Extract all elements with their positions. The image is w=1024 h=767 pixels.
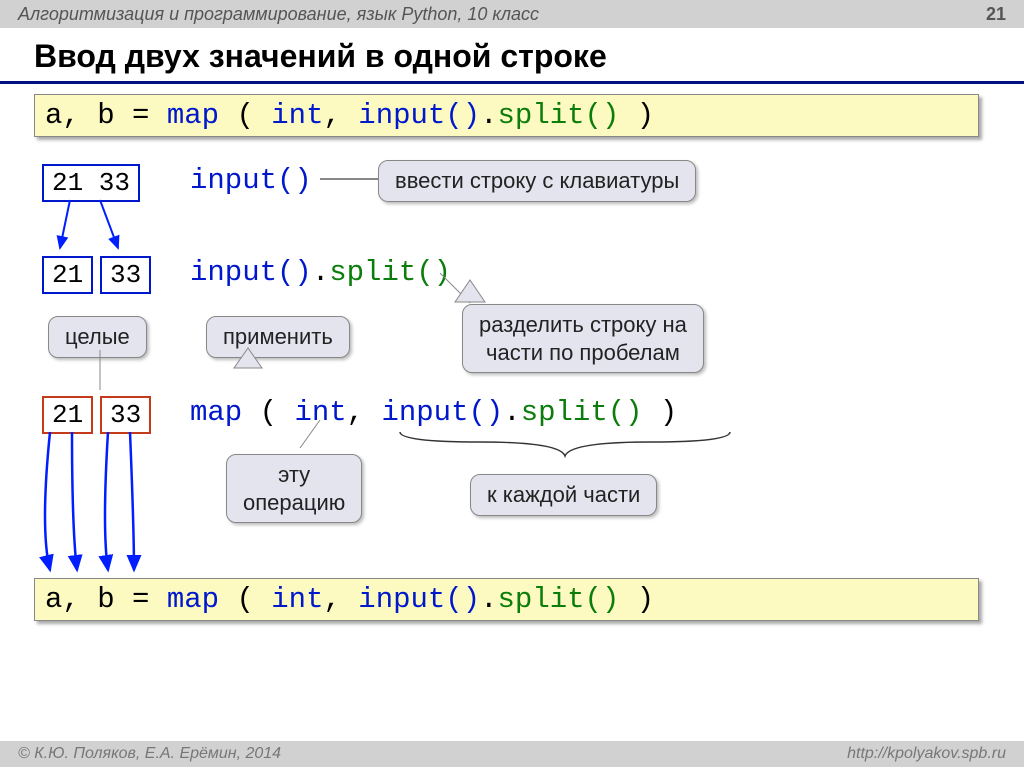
callout-split-note: разделить строку на части по пробелам bbox=[462, 304, 704, 373]
content-area: a, b = map ( int, input().split() ) 21 3… bbox=[0, 84, 1024, 744]
code-text: a, b = bbox=[45, 99, 167, 132]
code-text: ( bbox=[219, 583, 271, 616]
callout-text: эту операцию bbox=[243, 462, 345, 515]
kw-map: map bbox=[190, 396, 242, 429]
callout-int: целые bbox=[48, 316, 147, 358]
code-text: . bbox=[312, 256, 329, 289]
code-row1: input() bbox=[190, 164, 312, 197]
page-title: Ввод двух значений в одной строке bbox=[0, 28, 1024, 84]
kw-split: split() bbox=[498, 583, 620, 616]
kw-int: int bbox=[271, 583, 323, 616]
footer-bar: © К.Ю. Поляков, Е.А. Ерёмин, 2014 http:/… bbox=[0, 741, 1024, 767]
code-text: ) bbox=[643, 396, 678, 429]
kw-input: input() bbox=[358, 99, 480, 132]
page-number: 21 bbox=[986, 4, 1006, 25]
code-text: ) bbox=[619, 583, 654, 616]
kw-split: split() bbox=[329, 256, 451, 289]
kw-split: split() bbox=[521, 396, 643, 429]
code-text: ( bbox=[242, 396, 294, 429]
kw-input: input() bbox=[358, 583, 480, 616]
code-text: , bbox=[323, 99, 358, 132]
kw-int: int bbox=[271, 99, 323, 132]
code-text: , bbox=[347, 396, 382, 429]
value-box-input: 21 33 bbox=[42, 164, 140, 202]
footer-author: © К.Ю. Поляков, Е.А. Ерёмин, 2014 bbox=[18, 745, 281, 763]
callout-input-note: ввести строку с клавиатуры bbox=[378, 160, 696, 202]
callout-operation: эту операцию bbox=[226, 454, 362, 523]
code-text: . bbox=[480, 583, 497, 616]
code-text: ( bbox=[219, 99, 271, 132]
callout-apply: применить bbox=[206, 316, 350, 358]
kw-int: int bbox=[294, 396, 346, 429]
header-bar: Алгоритмизация и программирование, язык … bbox=[0, 0, 1024, 28]
value-box-33-red: 33 bbox=[100, 396, 151, 434]
kw-map: map bbox=[167, 99, 219, 132]
code-main-bottom: a, b = map ( int, input().split() ) bbox=[34, 578, 979, 621]
code-row3: map ( int, input().split() ) bbox=[190, 396, 677, 429]
footer-url: http://kpolyakov.spb.ru bbox=[847, 745, 1006, 763]
kw-map: map bbox=[167, 583, 219, 616]
kw-input: input() bbox=[190, 164, 312, 197]
code-text: ) bbox=[619, 99, 654, 132]
value-box-33: 33 bbox=[100, 256, 151, 294]
code-text: . bbox=[480, 99, 497, 132]
kw-input: input() bbox=[381, 396, 503, 429]
value-box-21-red: 21 bbox=[42, 396, 93, 434]
callout-each: к каждой части bbox=[470, 474, 657, 516]
callout-text: разделить строку на части по пробелам bbox=[479, 312, 687, 365]
code-text: , bbox=[323, 583, 358, 616]
kw-split: split() bbox=[498, 99, 620, 132]
code-row2: input().split() bbox=[190, 256, 451, 289]
course-label: Алгоритмизация и программирование, язык … bbox=[18, 4, 539, 25]
code-main-top: a, b = map ( int, input().split() ) bbox=[34, 94, 979, 137]
code-text: . bbox=[503, 396, 520, 429]
code-text: a, b = bbox=[45, 583, 167, 616]
kw-input: input() bbox=[190, 256, 312, 289]
value-box-21: 21 bbox=[42, 256, 93, 294]
